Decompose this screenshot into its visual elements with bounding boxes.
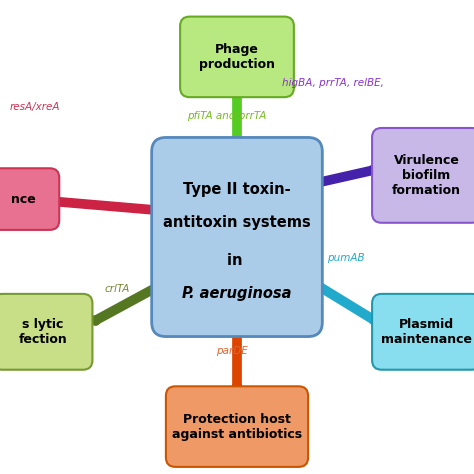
Text: P. aeruginosa: P. aeruginosa bbox=[182, 286, 292, 301]
FancyBboxPatch shape bbox=[372, 128, 474, 223]
Text: Type II toxin-: Type II toxin- bbox=[183, 182, 291, 197]
Text: Protection host
against antibiotics: Protection host against antibiotics bbox=[172, 412, 302, 441]
Text: s lytic
fection: s lytic fection bbox=[18, 318, 67, 346]
FancyBboxPatch shape bbox=[0, 294, 92, 370]
Text: pfiTA and prrTA: pfiTA and prrTA bbox=[187, 111, 266, 121]
Text: pumAB: pumAB bbox=[327, 253, 365, 264]
Text: antitoxin systems: antitoxin systems bbox=[163, 215, 311, 230]
Text: in: in bbox=[227, 253, 247, 268]
FancyBboxPatch shape bbox=[166, 386, 308, 467]
Text: Virulence
biofilm
formation: Virulence biofilm formation bbox=[392, 154, 461, 197]
FancyBboxPatch shape bbox=[372, 294, 474, 370]
Text: nce: nce bbox=[11, 192, 36, 206]
Text: Phage
production: Phage production bbox=[199, 43, 275, 71]
FancyBboxPatch shape bbox=[180, 17, 294, 97]
Text: parDE: parDE bbox=[216, 346, 247, 356]
Text: crlTA: crlTA bbox=[104, 284, 130, 294]
FancyBboxPatch shape bbox=[152, 137, 322, 337]
Text: Plasmid
maintenance: Plasmid maintenance bbox=[381, 318, 472, 346]
Text: higBA, prrTA, relBE,: higBA, prrTA, relBE, bbox=[282, 78, 384, 88]
Text: resA/xreA: resA/xreA bbox=[9, 101, 60, 112]
FancyBboxPatch shape bbox=[0, 168, 59, 230]
